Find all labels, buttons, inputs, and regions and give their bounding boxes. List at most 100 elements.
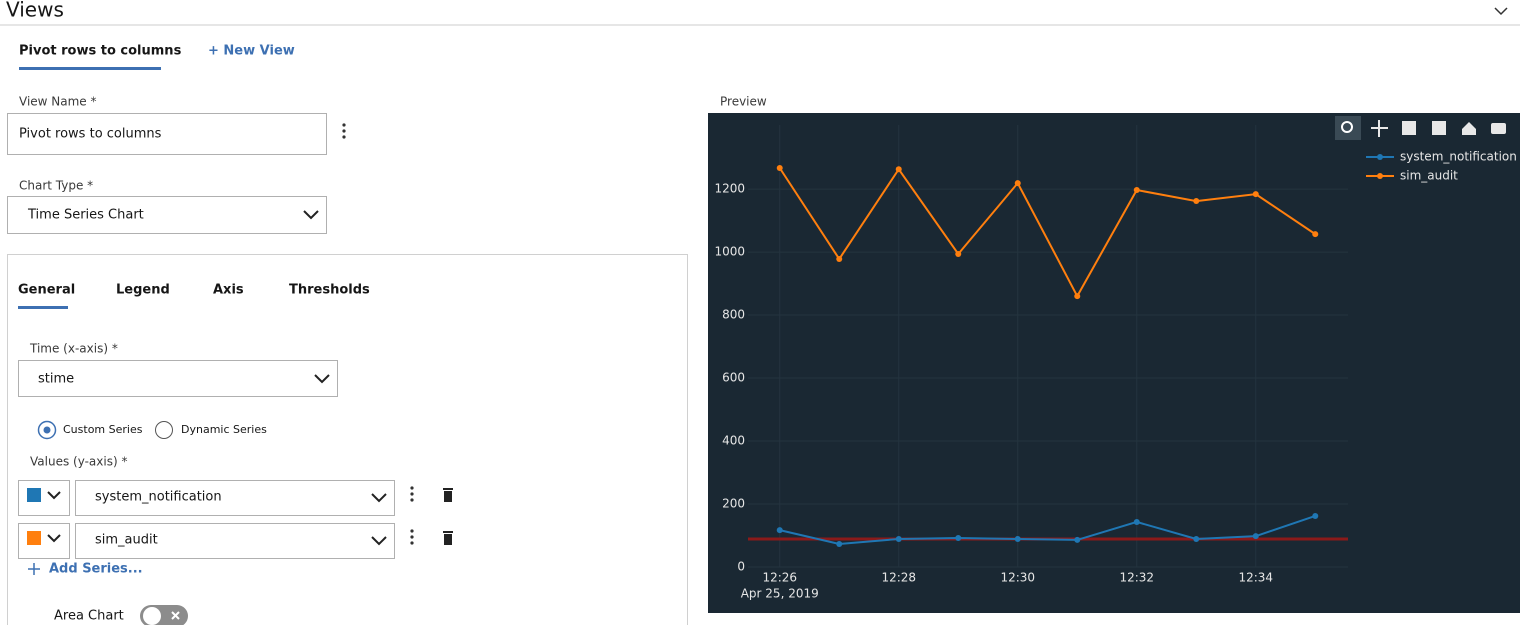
pan-icon[interactable] [1371,120,1388,137]
data-point [776,527,783,534]
text-input[interactable] [7,113,327,155]
settings-tab[interactable]: General [18,283,75,298]
kebab-dot[interactable] [410,535,414,539]
data-point [1193,535,1200,542]
chevron [314,374,330,384]
color-picker[interactable] [18,480,70,516]
tab-underline [19,67,161,70]
y-tick-label: 600 [722,371,745,385]
data-point [1252,533,1259,540]
data-point [1074,536,1081,543]
data-point [1133,518,1140,525]
kebab-dot[interactable] [410,492,414,496]
zoom-icon[interactable] [1341,121,1353,133]
select-value: Time Series Chart [27,208,144,223]
data-point [955,250,962,257]
radio-label: Custom Series [63,423,143,436]
field-label: View Name * [19,95,97,109]
radio-label: Dynamic Series [181,423,267,436]
data-point [1014,535,1021,542]
view-tab[interactable]: Pivot rows to columns [19,44,182,59]
field-label: Time (x-axis) * [29,342,118,356]
collapse-icon[interactable] [1494,7,1508,16]
y-tick-label: 0 [737,560,745,574]
modebar-active [1335,116,1361,140]
select-value: system_notification [95,490,222,505]
kebab-dot[interactable] [410,486,414,490]
toggle-label: Area Chart [54,609,124,624]
legend-label[interactable]: sim_audit [1400,169,1458,183]
legend-marker [1377,173,1383,179]
series-line [779,515,1316,546]
data-point [1133,187,1140,194]
settings-tab[interactable]: Axis [213,283,244,298]
legend-marker [1377,154,1383,160]
tab-underline [18,306,68,309]
chevron [303,210,319,220]
add-icon [28,563,40,575]
x-tick-label: 12:32 [1119,571,1154,585]
select[interactable] [7,196,327,234]
chevron [47,491,61,500]
kebab-menu[interactable] [342,123,346,139]
y-tick-label: 400 [722,434,745,448]
data-point [1074,293,1081,300]
home-icon[interactable] [1462,122,1476,135]
preview-label: Preview [720,95,767,109]
camera-icon[interactable] [1491,123,1506,134]
data-point [1252,191,1259,198]
delete-icon[interactable] [443,531,453,545]
settings-panel [7,254,688,625]
settings-tab[interactable]: Thresholds [289,283,370,298]
select-value: sim_audit [95,533,158,548]
data-point [1014,180,1021,187]
kebab-dot[interactable] [410,498,414,502]
x-tick-label: 12:26 [762,571,797,585]
field-label: Values (y-axis) * [30,455,127,469]
select[interactable] [75,480,395,516]
chevron [371,536,387,546]
y-tick-label: 1200 [714,182,745,196]
new-view-tab[interactable]: + New View [208,44,295,59]
add-series-link[interactable]: Add Series... [49,562,143,577]
select[interactable] [18,360,338,397]
data-point [776,164,783,171]
radio-dot [43,426,51,434]
page-title: Views [6,0,64,22]
field-label: Chart Type * [19,179,93,193]
radio[interactable] [155,421,173,439]
toggle-x [171,611,180,620]
data-point [1193,198,1200,205]
select[interactable] [75,523,395,559]
modebar [1335,116,1506,140]
x-date-label: Apr 25, 2019 [741,587,819,601]
input-value: Pivot rows to columns [19,127,162,142]
kebab-dot[interactable] [410,541,414,545]
color-swatch [27,488,41,502]
zoom-in-icon[interactable] [1402,121,1416,135]
x-tick-label: 12:28 [881,571,916,585]
data-point [895,166,902,173]
y-tick-label: 200 [722,497,745,511]
data-point [1312,231,1319,238]
select-value: stime [38,372,74,387]
data-point [836,256,843,263]
color-picker[interactable] [18,523,70,559]
chevron [371,493,387,503]
color-swatch [27,531,41,545]
x-tick-label: 12:34 [1238,571,1273,585]
data-point [1312,512,1319,519]
kebab-dot[interactable] [410,529,414,533]
settings-tab[interactable]: Legend [116,283,170,298]
delete-icon[interactable] [443,488,453,502]
chevron [47,534,61,543]
y-tick-label: 1000 [714,245,745,259]
data-point [836,541,843,548]
zoom-out-icon[interactable] [1432,121,1446,135]
toggle-knob [143,607,161,625]
y-tick-label: 800 [722,308,745,322]
legend-label[interactable]: system_notification [1400,150,1517,164]
data-point [895,535,902,542]
x-tick-label: 12:30 [1000,571,1035,585]
